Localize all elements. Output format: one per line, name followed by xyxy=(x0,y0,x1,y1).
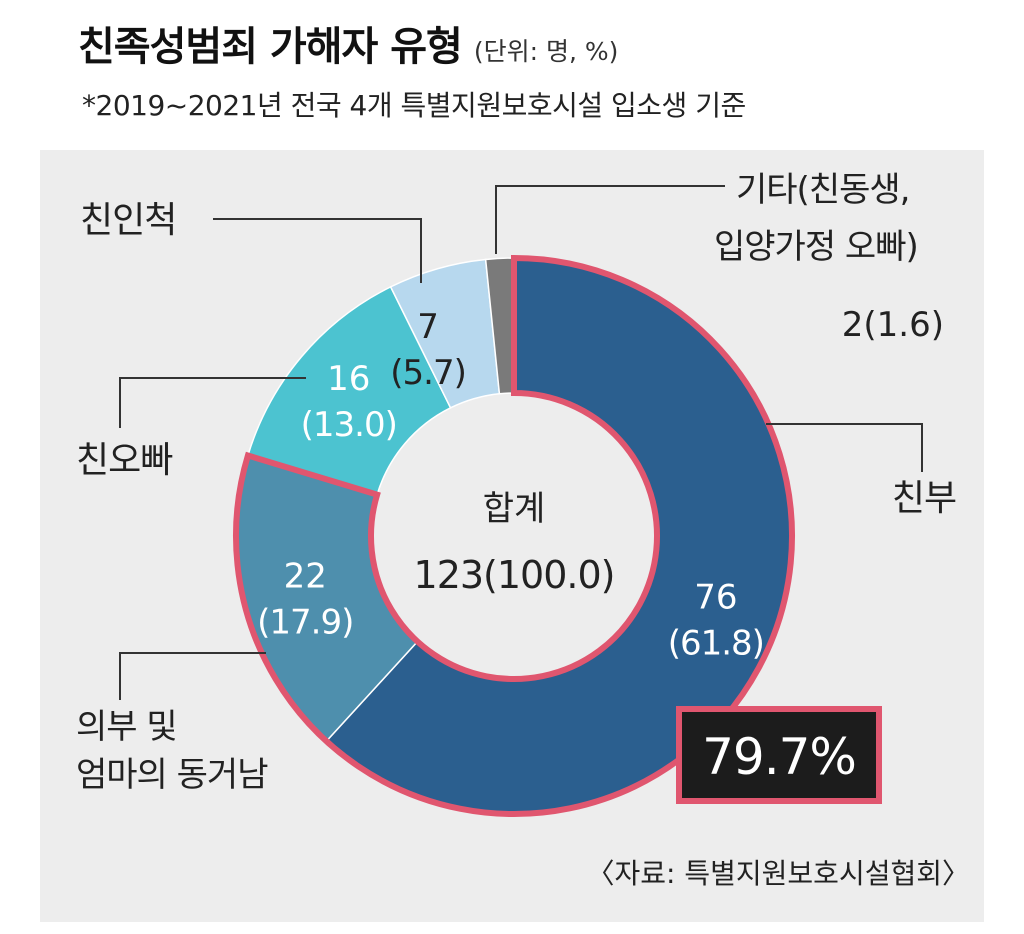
percent-label-3: (5.7) xyxy=(390,353,466,393)
category-label-4-line-0: 기타(친동생, xyxy=(736,170,909,210)
value-label-1: 22 xyxy=(284,556,327,596)
value-label-3: 7 xyxy=(417,307,439,347)
leader-line-1 xyxy=(119,652,266,700)
title-row: 친족성범죄 가해자 유형 (단위: 명, %) xyxy=(78,14,618,72)
category-label-3: 친인척 xyxy=(80,200,176,241)
chart-title: 친족성범죄 가해자 유형 xyxy=(78,24,463,70)
highlight-outlines xyxy=(233,254,795,817)
percent-label-0: (61.8) xyxy=(668,623,764,663)
leader-line-4 xyxy=(495,185,725,254)
slice-2 xyxy=(246,285,452,496)
percent-label-2: (13.0) xyxy=(301,405,397,445)
value-label-4: 2(1.6) xyxy=(842,305,944,345)
highlight-outline xyxy=(233,254,795,817)
category-label-2: 친오빠 xyxy=(76,440,173,481)
value-label-0: 76 xyxy=(694,577,737,617)
category-label-4-line-1: 입양가정 오빠) xyxy=(714,227,918,267)
percent-label-1: (17.9) xyxy=(257,602,353,642)
category-label-0: 친부 xyxy=(892,478,956,519)
highlight-value: 79.7% xyxy=(702,728,856,786)
category-label-1-line-0: 의부 및 xyxy=(76,707,177,747)
leader-line-0 xyxy=(766,423,923,472)
leader-line-3 xyxy=(213,218,422,283)
footnote: *2019~2021년 전국 4개 특별지원보호시설 입소생 기준 xyxy=(82,89,746,122)
value-label-2: 16 xyxy=(327,359,370,399)
unit-label: (단위: 명, %) xyxy=(473,37,619,66)
leader-lines xyxy=(119,185,923,700)
highlight-box xyxy=(676,706,882,804)
center-total: 123(100.0) xyxy=(414,553,615,597)
leader-line-2 xyxy=(119,377,306,428)
center-label: 합계 xyxy=(483,489,546,529)
source-note: 〈자료: 특별지원보호시설협회〉 xyxy=(586,857,970,890)
category-label-1-line-1: 엄마의 동거남 xyxy=(76,755,268,795)
